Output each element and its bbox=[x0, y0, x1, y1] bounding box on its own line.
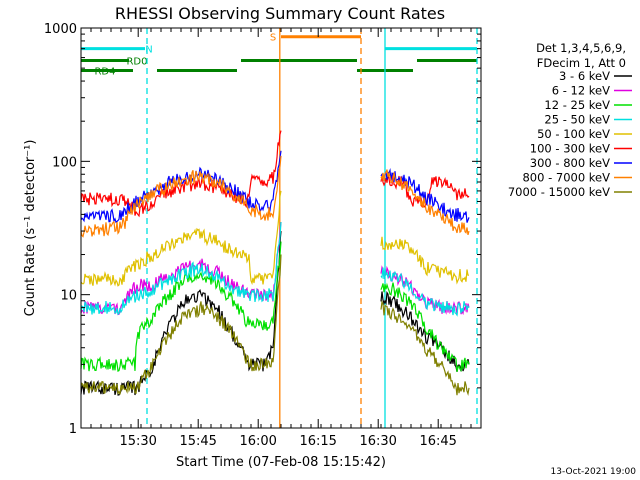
x-tick-label: 16:00 bbox=[239, 434, 276, 449]
series-line bbox=[380, 299, 470, 397]
y-tick-label: 1 bbox=[69, 422, 77, 437]
legend-entry-label: 300 - 800 keV bbox=[530, 156, 610, 170]
y-axis-label: Count Rate (s⁻¹ detector⁻¹) bbox=[23, 140, 38, 317]
series-line bbox=[80, 190, 282, 287]
y-tick-label: 100 bbox=[52, 155, 77, 170]
legend-header: FDecim 1, Att 0 bbox=[537, 56, 626, 70]
legend-entry-label: 25 - 50 keV bbox=[544, 113, 610, 127]
legend: Det 1,3,4,5,6,9,FDecim 1, Att 03 - 6 keV… bbox=[508, 41, 632, 199]
series-line bbox=[380, 291, 470, 372]
series-layer bbox=[80, 130, 470, 397]
series-line bbox=[380, 236, 469, 285]
x-tick-label: 15:30 bbox=[119, 434, 156, 449]
chart-title: RHESSI Observing Summary Count Rates bbox=[115, 4, 445, 23]
y-tick-label: 1000 bbox=[44, 22, 77, 37]
y-tick-label: 10 bbox=[60, 289, 77, 304]
legend-entry-label: 12 - 25 keV bbox=[544, 98, 610, 112]
x-tick-label: 15:45 bbox=[179, 434, 216, 449]
flag-label: RD0 bbox=[126, 57, 147, 68]
series-line bbox=[380, 267, 470, 317]
flag-label: S bbox=[270, 33, 276, 44]
series-line bbox=[80, 130, 282, 218]
series-line bbox=[380, 282, 470, 373]
series-line bbox=[80, 150, 282, 224]
series-line bbox=[80, 241, 282, 373]
series-line bbox=[380, 169, 470, 236]
flag-label: N bbox=[145, 45, 152, 56]
legend-entry-label: 800 - 7000 keV bbox=[522, 171, 610, 185]
x-tick-label: 16:15 bbox=[299, 434, 336, 449]
legend-entry-label: 6 - 12 keV bbox=[552, 84, 610, 98]
series-line bbox=[80, 254, 282, 395]
flag-label: RD4 bbox=[94, 67, 115, 78]
x-tick-label: 16:45 bbox=[419, 434, 456, 449]
legend-entry-label: 100 - 300 keV bbox=[530, 142, 610, 156]
footer-date: 13-Oct-2021 19:00 bbox=[551, 467, 637, 477]
legend-entry-label: 7000 - 15000 keV bbox=[508, 185, 610, 199]
series-line bbox=[80, 155, 282, 238]
legend-entry-label: 50 - 100 keV bbox=[537, 127, 610, 141]
legend-entry-label: 3 - 6 keV bbox=[559, 69, 610, 83]
x-axis-label: Start Time (07-Feb-08 15:15:42) bbox=[176, 455, 386, 470]
series-line bbox=[80, 222, 282, 316]
legend-header: Det 1,3,4,5,6,9, bbox=[536, 41, 626, 55]
x-tick-label: 16:30 bbox=[359, 434, 396, 449]
x-axis: 15:30 15:45 16:00 16:15 16:30 16:45 bbox=[80, 28, 482, 449]
y-axis: 1 10 100 1000 bbox=[44, 22, 481, 437]
